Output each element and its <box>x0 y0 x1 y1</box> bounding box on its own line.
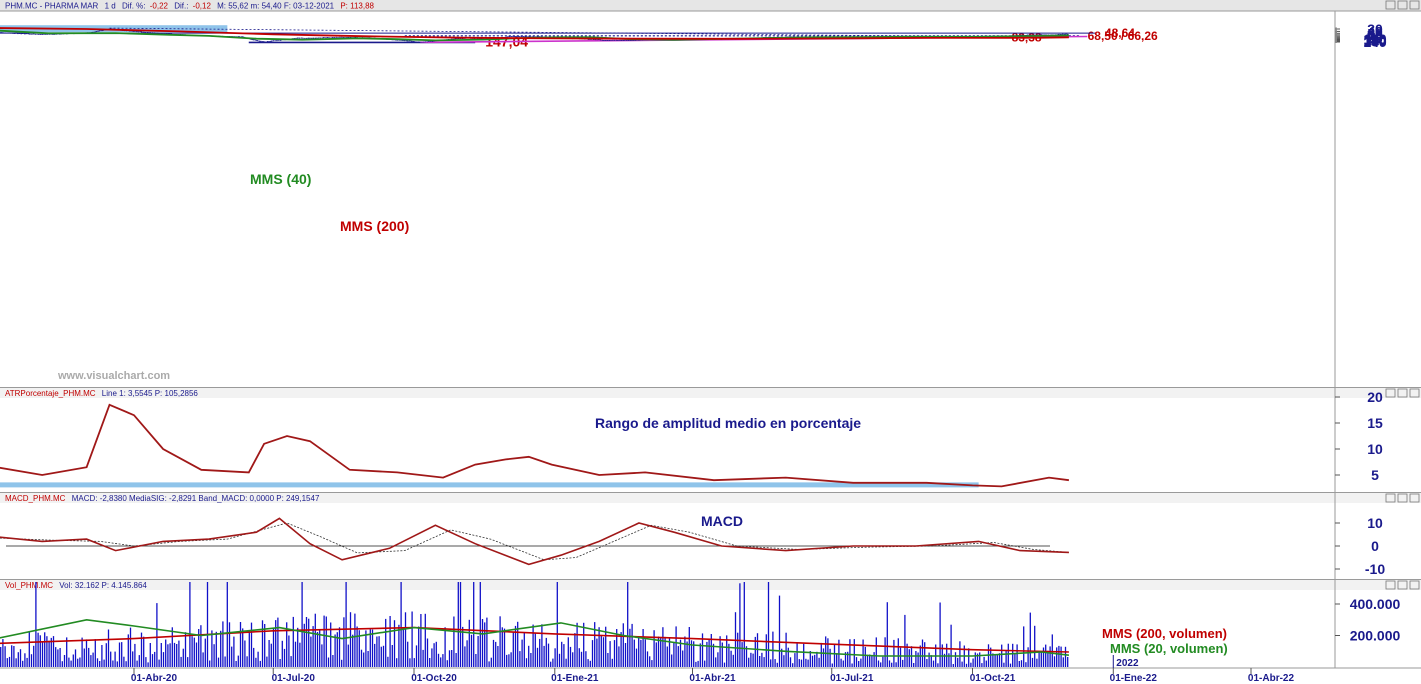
mms-200--line <box>0 27 1069 40</box>
macd-tick-10: 10 <box>1367 515 1383 531</box>
vol-tick-200000: 200.000 <box>1350 628 1401 644</box>
macd-tick--10: -10 <box>1365 561 1385 577</box>
volume-panel: MMS (200, volumen)MMS (20, volumen) <box>0 582 1228 667</box>
vol-mms200-annotation: MMS (200, volumen) <box>1102 626 1227 641</box>
date-tick-label: 01-Abr-21 <box>689 673 736 684</box>
price-p-label: P: 113,88 <box>340 2 374 11</box>
price-tick-90: 90 <box>1367 30 1383 46</box>
atr-tick-15: 15 <box>1367 415 1383 431</box>
year-marker-label: 2022 <box>1116 658 1139 669</box>
vol-mms20-line <box>0 618 1069 657</box>
macd-panel <box>0 517 1069 566</box>
watermark: www.visualchart.com <box>57 370 170 382</box>
atr-support-band <box>0 482 979 488</box>
vol-header: Vol_PHM.MC Vol: 32.162 P: 4.145.864 <box>5 581 147 590</box>
price-dif-value: -0,12 <box>193 2 212 11</box>
price-info: M: 55,62 m: 54,40 F: 03-12-2021 <box>217 2 335 11</box>
price-dif-pct-value: -0,22 <box>150 2 169 11</box>
price-tick-50: 50 <box>1367 25 1383 41</box>
vol-header-prefix: Vol_PHM.MC <box>5 581 53 590</box>
price-tick-70: 70 <box>1367 28 1383 44</box>
price-tick-30: 30 <box>1367 21 1383 37</box>
atr-header: ATRPorcentaje_PHM.MC Line 1: 3,5545 P: 1… <box>5 389 198 398</box>
price-tick-110: 110 <box>1364 32 1387 48</box>
vol-header-strip <box>0 580 1421 590</box>
atr-title: Rango de amplitud medio en porcentaje <box>595 415 861 431</box>
restore-icon <box>1397 493 1408 503</box>
price-tick-100: 100 <box>1363 31 1387 47</box>
level-68-50-66-26-label: 68,50 / 66,26 <box>1088 29 1158 43</box>
price-tick-40: 40 <box>1367 23 1383 39</box>
date-axis: 01-Abr-20 01-Jul-20 01-Oct-20 01-Ene-21 01-A… <box>131 655 1295 684</box>
date-tick-label: 01-Ene-22 <box>1110 673 1158 684</box>
atr-header-prefix: ATRPorcentaje_PHM.MC <box>5 389 96 398</box>
macd-signal-line <box>0 522 1069 561</box>
macd-line <box>0 517 1069 566</box>
trendline-alcista <box>109 27 979 38</box>
svg-text:PHM.MC - PHARMA MAR 1 d: PHM.MC - PHARMA MAR 1 d Dif. %: -0,22 Di… <box>5 2 375 11</box>
price-tick-130: 130 <box>1363 33 1387 49</box>
restore-icon <box>1397 388 1408 398</box>
vol-tick-400000: 400.000 <box>1350 596 1401 612</box>
minimize-icon <box>1385 388 1396 398</box>
restore-icon <box>1397 580 1408 590</box>
window-controls <box>1385 0 1420 590</box>
date-tick-label: 01-Abr-20 <box>131 673 178 684</box>
atr-tick-5: 5 <box>1371 467 1379 483</box>
vol-mms200-line <box>0 626 1069 653</box>
mms40-annotation: MMS (40) <box>250 171 311 187</box>
minimize-icon <box>1385 0 1396 10</box>
price-dif-label: Dif.: <box>174 2 188 11</box>
macd-header-values: MACD: -2,8380 MediaSIG: -2,8291 Band_MAC… <box>72 494 320 503</box>
close-icon <box>1409 493 1420 503</box>
date-tick-label: 01-Abr-22 <box>1248 673 1295 684</box>
macd-title: MACD <box>701 513 743 529</box>
mms-40--line <box>0 29 1069 42</box>
vol-header-values: Vol: 32.162 P: 4.145.864 <box>59 581 147 590</box>
date-tick-label: 01-Jul-20 <box>272 673 316 684</box>
macd-tick-0: 0 <box>1371 538 1379 554</box>
price-tick-140: 140 <box>1363 34 1387 50</box>
price-tick-60: 60 <box>1367 27 1383 43</box>
price-tick-80: 80 <box>1367 29 1383 45</box>
close-icon <box>1409 580 1420 590</box>
macd-header-prefix: MACD_PHM.MC <box>5 494 66 503</box>
atr-line <box>0 403 1070 488</box>
close-icon <box>1409 388 1420 398</box>
price-header-strip <box>0 0 1421 11</box>
atr-tick-10: 10 <box>1367 441 1383 457</box>
panel-frames <box>0 0 1421 669</box>
atr-header-strip <box>0 388 1421 398</box>
close-icon <box>1409 0 1420 10</box>
date-tick-label: 01-Jul-21 <box>830 673 874 684</box>
price-tick-120: 120 <box>1363 33 1387 49</box>
atr-header-values: Line 1: 3,5545 P: 105,2856 <box>102 389 199 398</box>
price-symbol: PHM.MC - PHARMA MAR <box>5 2 99 11</box>
price-header: PHM.MC - PHARMA MAR 1 d Dif. %: -0,22 Di… <box>5 2 375 11</box>
macd-header: MACD_PHM.MC MACD: -2,8380 MediaSIG: -2,8… <box>5 494 320 503</box>
date-tick-label: 01-Ene-21 <box>551 673 599 684</box>
atr-panel <box>0 403 1070 488</box>
level-48-64-label: 48,64 <box>1105 26 1135 40</box>
vol-mms20-annotation: MMS (20, volumen) <box>1110 641 1228 656</box>
minimize-icon <box>1385 580 1396 590</box>
price-interval: 1 d <box>105 2 116 11</box>
macd-header-strip <box>0 493 1421 503</box>
date-tick-label: 01-Oct-20 <box>411 673 457 684</box>
restore-icon <box>1397 0 1408 10</box>
date-tick-label: 01-Oct-21 <box>970 673 1016 684</box>
mms200-annotation: MMS (200) <box>340 218 409 234</box>
price-dif-pct-label: Dif. %: <box>122 2 146 11</box>
atr-tick-20: 20 <box>1367 389 1383 405</box>
minimize-icon <box>1385 493 1396 503</box>
